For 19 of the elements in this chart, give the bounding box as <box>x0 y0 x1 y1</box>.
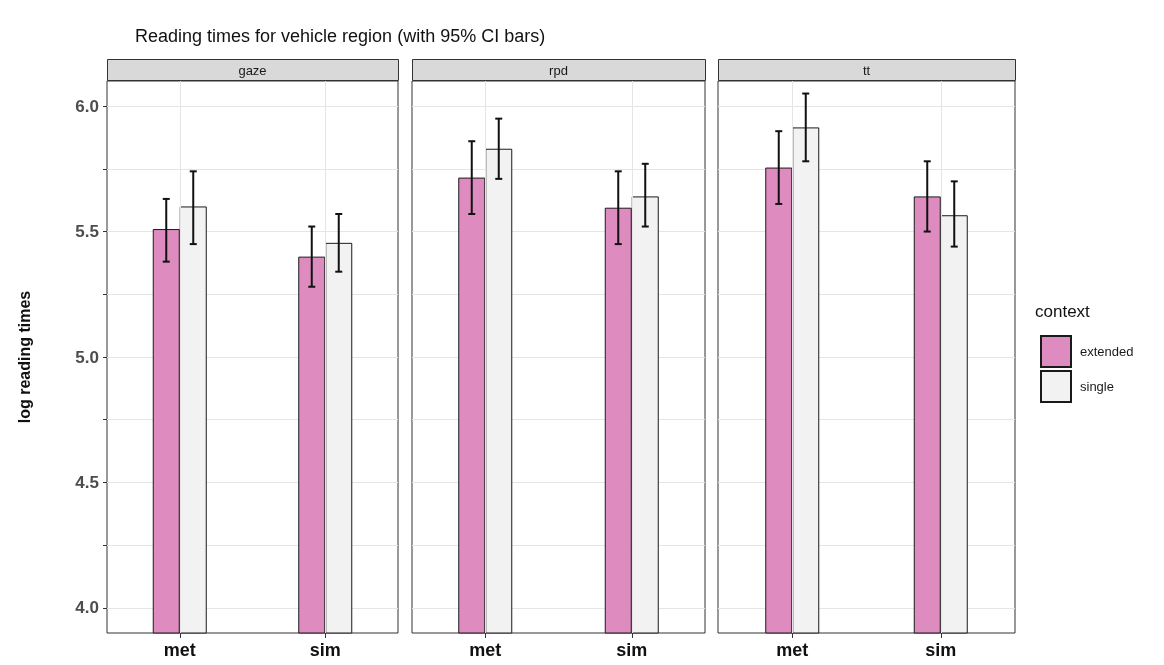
chart-subtitle: rpd <box>549 62 568 78</box>
y-tick-label: 5.5 <box>75 222 99 242</box>
x-tick-label: met <box>163 640 196 660</box>
x-tick-label: met <box>469 640 502 660</box>
y-tick-label: 6.0 <box>75 96 99 116</box>
legend-label: single <box>1080 379 1114 394</box>
chart-subtitle: tt <box>862 62 871 78</box>
x-tick-label: sim <box>309 640 341 660</box>
chart-subtitle: gaze <box>238 62 267 78</box>
y-tick-label: 5.0 <box>75 347 99 367</box>
y-axis-title: log reading times <box>15 290 33 424</box>
x-tick-label: sim <box>616 640 648 660</box>
chart-title: Reading times for vehicle region (with 95% CI bars) <box>135 26 546 47</box>
legend-label: extended <box>1080 344 1134 359</box>
y-tick-label: 4.0 <box>75 598 99 618</box>
x-tick-label: sim <box>925 640 957 660</box>
y-tick-label: 4.5 <box>75 472 99 492</box>
legend-title: context <box>1035 302 1091 321</box>
x-tick-label: met <box>776 640 809 660</box>
